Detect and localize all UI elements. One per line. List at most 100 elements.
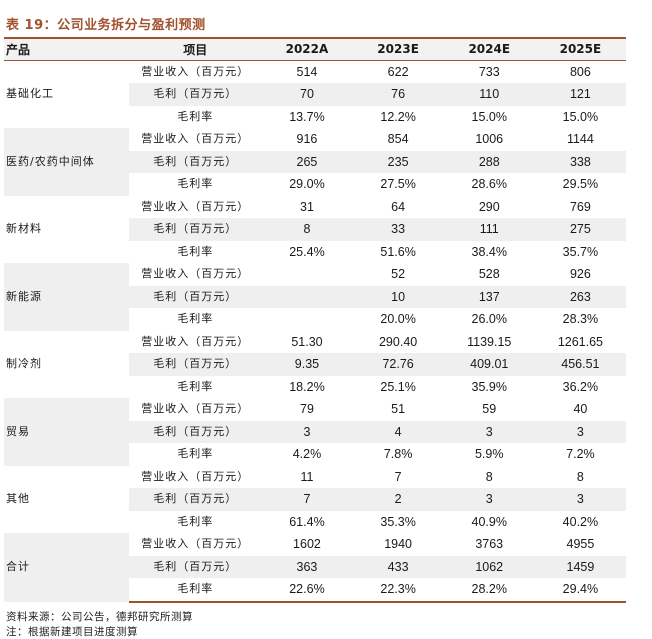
value-cell: 7.2% [566,447,595,462]
value-cell: 926 [569,267,591,282]
value-cell: 9.35 [261,353,353,376]
item-label-cell: 营业收入（百万元） [141,402,250,416]
product-name-cell: 制冷剂 [6,357,42,371]
table-row: 毛利（百万元） 10 137 263 [4,285,626,308]
value-cell: 59 [482,402,497,417]
value-cell: 1940 [384,537,412,552]
item-label-cell: 毛利（百万元） [129,488,262,511]
value-cell: 916 [296,132,318,147]
item-label-cell: 毛利率 [177,312,214,326]
value-cell: 22.3% [352,578,444,603]
value-cell: 52 [391,267,406,282]
value-cell: 25.1% [380,379,416,394]
value-cell: 38.4% [471,244,507,259]
value-cell: 70 [261,83,353,106]
value-cell: 8 [485,469,493,484]
value-cell: 110 [443,83,535,106]
value-cell [261,263,352,286]
table-row: 毛利率 22.6% 22.3% 28.2% 29.4% [4,578,626,603]
value-cell: 769 [569,199,591,214]
value-cell: 2 [352,488,444,511]
value-cell: 29.4% [534,578,626,603]
table-row: 毛利（百万元） 8 33 111 275 [4,218,626,241]
value-cell: 7 [394,469,402,484]
table-row: 毛利率 20.0% 26.0% 28.3% [4,308,626,331]
value-cell: 7 [261,488,353,511]
table-row: 基础化工 营业收入（百万元） 514 622 733 806 [4,60,626,101]
item-label-cell: 毛利率 [177,109,214,123]
header-2025e: 2025E [559,42,602,57]
value-cell: 79 [300,402,314,417]
value-cell: 1144 [566,132,594,147]
value-cell: 1139.15 [467,334,512,349]
table-row: 毛利（百万元） 3 4 3 3 [4,420,626,443]
value-cell: 40 [573,402,588,417]
value-cell: 363 [261,555,353,578]
value-cell: 28.6% [471,177,507,192]
item-label-cell: 毛利率 [177,447,214,461]
value-cell: 31 [300,199,314,214]
header-2022a: 2022A [285,42,329,57]
value-cell: 4 [352,420,444,443]
item-label-cell: 毛利（百万元） [129,150,262,173]
product-name-cell: 基础化工 [6,87,54,101]
value-cell: 25.4% [289,244,325,259]
item-label-cell: 营业收入（百万元） [141,537,250,551]
header-2024e: 2024E [468,42,511,57]
header-product: 产品 [6,42,31,57]
value-cell: 64 [391,199,406,214]
table-title: 表 19：公司业务拆分与盈利预测 [6,18,206,33]
value-cell: 18.2% [289,379,325,394]
table-row: 新能源 营业收入（百万元） 52 528 926 [4,263,626,331]
value-cell: 8 [261,218,353,241]
item-label-cell: 毛利率 [177,514,214,528]
value-cell: 22.6% [261,578,353,603]
table-row: 制冷剂 营业收入（百万元） 51.30 290.40 1139.15 1261.65 [4,331,626,371]
product-name-cell: 贸易 [4,398,130,466]
value-cell: 1459 [534,555,626,578]
value-cell: 275 [534,218,626,241]
value-cell: 51.30 [291,334,323,349]
value-cell: 3763 [475,537,504,552]
item-label-cell: 毛利（百万元） [129,555,262,578]
value-cell: 33 [352,218,444,241]
forecast-table: 产品 项目 2022A 2023E 2024E 2025E 基础化工 营业收入（百… [4,37,626,603]
value-cell: 111 [443,218,535,241]
product-name-cell: 其他 [6,492,30,506]
item-label-cell: 毛利率 [129,578,262,603]
value-cell: 338 [534,150,626,173]
table-row: 毛利（百万元） 9.35 72.76 409.01 456.51 [4,353,626,376]
value-cell [261,308,352,331]
value-cell: 61.4% [289,514,325,529]
table-row: 毛利率 61.4% 35.3% 40.9% 40.2% [4,511,626,534]
value-cell: 3 [443,488,535,511]
item-label-cell: 毛利（百万元） [129,353,262,376]
value-cell: 235 [352,150,444,173]
table-row: 毛利（百万元） 265 235 288 338 [4,150,626,173]
product-name-cell: 新材料 [6,222,42,236]
header-item: 项目 [183,42,208,57]
item-label-cell: 营业收入（百万元） [141,267,250,281]
value-cell [261,285,353,308]
table-row: 医药/农药中间体 营业收入（百万元） 916 854 1006 1144 [4,128,626,196]
value-cell: 35.7% [562,244,599,259]
value-cell: 263 [534,285,626,308]
value-cell: 288 [443,150,535,173]
value-cell: 12.2% [380,109,416,124]
value-cell: 514 [296,64,318,79]
value-cell: 3 [443,420,535,443]
value-cell: 26.0% [471,312,507,327]
value-cell: 3 [534,488,626,511]
value-cell: 121 [534,83,626,106]
value-cell: 36.2% [562,379,599,394]
value-cell: 29.0% [289,177,325,192]
value-cell: 854 [387,132,409,147]
value-cell: 76 [352,83,444,106]
item-label-cell: 营业收入（百万元） [141,132,250,146]
value-cell: 137 [443,285,535,308]
header-2023e: 2023E [377,42,419,57]
value-cell: 13.7% [289,109,325,124]
value-cell: 40.9% [471,514,507,529]
table-row: 毛利（百万元） 7 2 3 3 [4,488,626,511]
value-cell: 15.0% [471,109,507,124]
